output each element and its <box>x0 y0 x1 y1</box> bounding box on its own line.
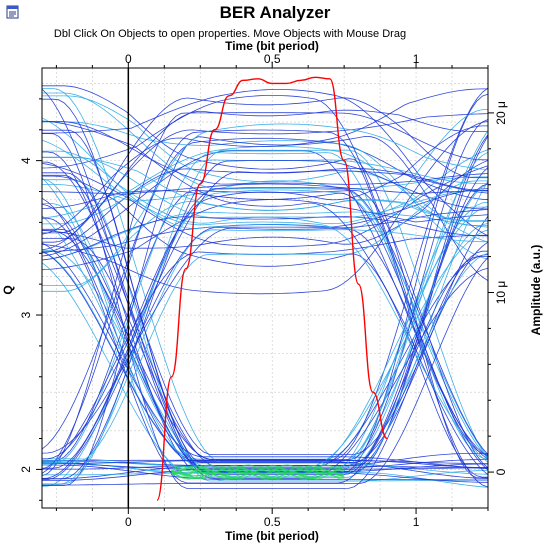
ticks: 0 0 0.5 0.5 1 1 2 3 4 0 10 μ 20 μ <box>19 52 508 529</box>
eye-trace <box>42 257 489 486</box>
eye-trace <box>42 460 488 469</box>
eye-trace <box>41 251 489 479</box>
eye-trace <box>42 89 489 237</box>
eye-trace <box>42 229 488 485</box>
chart-title: BER Analyzer <box>219 3 331 22</box>
eye-trace <box>42 92 488 190</box>
y-right-axis-label: Amplitude (a.u.) <box>529 245 543 336</box>
y-left-axis-label: Q <box>1 285 15 294</box>
chart-hint: Dbl Click On Objects to open properties.… <box>53 28 407 40</box>
eye-trace <box>42 123 489 286</box>
eye-dense-trace <box>171 472 345 480</box>
eye-trace <box>42 160 488 480</box>
eye-dense-trace <box>171 465 345 473</box>
eye-trace <box>42 133 488 489</box>
plot-frame <box>41 67 489 509</box>
eye-dense-trace <box>171 466 345 474</box>
eye-trace <box>42 180 488 464</box>
eye-trace <box>41 112 488 477</box>
eye-trace <box>41 162 489 247</box>
eye-trace <box>42 187 489 469</box>
eye-trace <box>42 453 488 470</box>
eye-trace <box>41 121 489 295</box>
eye-trace <box>41 95 489 471</box>
eye-trace <box>42 121 489 260</box>
x-tick-label-bottom: 1 <box>413 515 420 529</box>
x-tick-label-top: 1 <box>413 52 420 66</box>
eye-trace <box>41 139 489 463</box>
x-tick-label-bottom: 0 <box>125 515 132 529</box>
eye-trace <box>41 88 488 235</box>
x-tick-label-top: 0.5 <box>264 52 281 66</box>
eye-trace <box>42 217 488 484</box>
y-left-tick-label: 2 <box>19 466 33 473</box>
eye-trace <box>42 95 488 226</box>
eye-trace <box>41 209 489 454</box>
y-right-tick-label: 0 <box>494 468 508 475</box>
y-left-tick-label: 4 <box>19 157 33 164</box>
eye-trace <box>42 156 488 218</box>
eye-dense-trace <box>171 467 345 475</box>
x-tick-label-top: 0 <box>125 52 132 66</box>
eye-trace <box>42 129 489 463</box>
app-icon <box>6 5 20 19</box>
eye-trace <box>41 180 489 478</box>
eye-trace <box>42 157 488 221</box>
eye-trace <box>41 125 488 460</box>
eye-trace <box>42 119 489 460</box>
x-axis-label: Time (bit period) <box>225 529 319 543</box>
eye-trace <box>41 462 488 470</box>
q-series <box>156 76 388 501</box>
eye-trace <box>41 234 488 470</box>
eye-trace <box>42 87 489 461</box>
eye-dense-trace <box>171 471 345 479</box>
eye-trace <box>41 150 489 458</box>
eye-traces <box>41 85 489 489</box>
eye-trace <box>42 180 489 459</box>
eye-trace <box>42 109 488 234</box>
eye-trace <box>42 172 489 455</box>
eye-trace <box>42 135 489 486</box>
y-right-tick-label: 10 μ <box>494 281 508 305</box>
y-left-tick-label: 3 <box>19 311 33 318</box>
eye-trace <box>42 183 489 195</box>
eye-trace <box>42 250 489 482</box>
eye-trace <box>42 109 489 229</box>
eye-trace <box>41 216 488 261</box>
y-right-tick-label: 20 μ <box>494 101 508 125</box>
eye-trace <box>42 121 489 185</box>
eye-trace <box>41 137 489 450</box>
eye-trace <box>42 97 488 243</box>
x-top-axis-label: Time (bit period) <box>225 39 319 53</box>
eye-dense-trace <box>171 466 345 475</box>
eye-trace <box>41 203 488 483</box>
x-tick-label-bottom: 0.5 <box>264 515 281 529</box>
q-curve <box>156 76 388 501</box>
eye-trace <box>41 160 489 249</box>
